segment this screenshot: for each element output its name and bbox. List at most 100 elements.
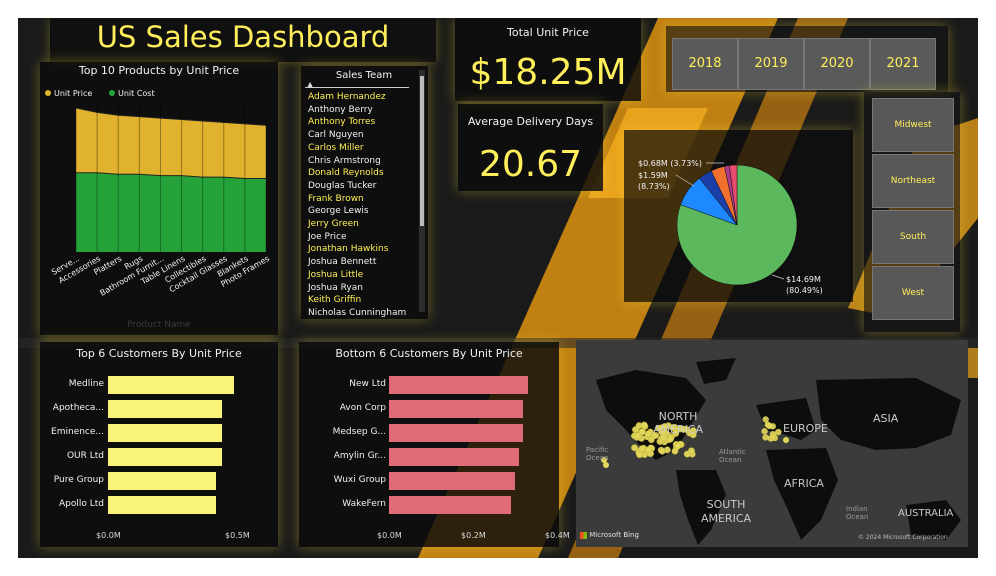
map-point xyxy=(631,444,638,452)
bing-text: Microsoft Bing xyxy=(589,531,639,539)
map-point xyxy=(644,430,652,438)
year-button-2018[interactable]: 2018 xyxy=(672,38,738,90)
bar-label: Medline xyxy=(68,379,104,389)
top-products-title: Top 10 Products by Unit Price xyxy=(78,64,240,77)
sales-team-member[interactable]: Chris Armstrong xyxy=(308,155,381,166)
area-unit-cost xyxy=(76,172,266,252)
total-unit-price-label: Total Unit Price xyxy=(507,26,589,39)
dashboard-title-box: US Sales Dashboard xyxy=(50,18,436,62)
sales-team-member[interactable]: Carlos Miller xyxy=(308,142,364,153)
bottom-customers-title: Bottom 6 Customers By Unit Price xyxy=(335,347,523,360)
bar[interactable] xyxy=(108,376,235,394)
bing-logo: Microsoft Bing xyxy=(580,531,639,539)
sales-team-member[interactable]: Anthony Torres xyxy=(308,117,376,128)
bar[interactable] xyxy=(108,424,222,442)
sales-team-member[interactable]: Joshua Bennett xyxy=(308,257,377,268)
sales-team-header: Sales Team xyxy=(335,70,393,81)
bar[interactable] xyxy=(389,400,524,418)
bar-label: New Ltd xyxy=(349,379,386,389)
label-europe: EUROPE xyxy=(783,422,828,435)
sales-team-member[interactable]: Anthony Berry xyxy=(308,104,373,115)
sales-team-slicer[interactable]: Sales Team ▲ xyxy=(301,66,428,319)
pie-label-small: $0.68M (3.73%) xyxy=(638,159,702,168)
year-button-2019[interactable]: 2019 xyxy=(738,38,804,90)
region-button-northeast[interactable]: Northeast xyxy=(872,154,954,208)
pie-label-mid-pct: (8.73%) xyxy=(638,182,670,191)
region-button-west[interactable]: West xyxy=(872,266,954,320)
sales-team-member[interactable]: Douglas Tucker xyxy=(308,180,377,191)
legend-label-1: Unit Cost xyxy=(118,89,155,98)
map-point xyxy=(688,447,695,455)
sales-team-member[interactable]: Joshua Little xyxy=(308,269,364,280)
map-points xyxy=(601,416,789,468)
line-1 xyxy=(76,172,266,180)
x-tick-label: $0.4M xyxy=(545,531,570,540)
sales-team-member[interactable]: Carl Nguyen xyxy=(308,130,364,141)
label-africa: AFRICA xyxy=(784,477,824,490)
bar[interactable] xyxy=(389,376,528,394)
bar-label: Eminence... xyxy=(51,427,104,437)
pie-label-mid: $1.59M xyxy=(638,171,668,180)
map-point xyxy=(644,446,652,454)
bar[interactable] xyxy=(389,448,520,466)
map-copyright: © 2024 Microsoft Corporation xyxy=(858,534,948,541)
label-indian: Indian Ocean xyxy=(846,505,869,521)
dashboard-title: US Sales Dashboard xyxy=(96,20,390,54)
bar[interactable] xyxy=(108,400,222,418)
pie-label-large: $14.69M xyxy=(786,275,821,284)
bar-label: Pure Group xyxy=(53,475,104,485)
x-tick-label: $0.2M xyxy=(461,531,486,540)
sales-team-member[interactable]: Donald Reynolds xyxy=(308,168,384,179)
bar-label: Medsep G... xyxy=(332,427,386,437)
bar-label: Apollo Ltd xyxy=(59,499,104,509)
map-point xyxy=(601,457,607,463)
map-point xyxy=(775,428,782,436)
sales-team-member[interactable]: Nicholas Cunningham xyxy=(308,307,407,318)
world-map[interactable]: NORTH AMERICA EUROPE ASIA AFRICA SOUTH A… xyxy=(576,340,968,547)
region-button-midwest[interactable]: Midwest xyxy=(872,98,954,152)
x-axis-title: Product Name xyxy=(127,320,191,330)
map-point xyxy=(783,437,789,443)
top-products-panel: Top 10 Products by Unit Price Unit Price… xyxy=(40,62,278,335)
pie-leader xyxy=(675,174,695,187)
bar[interactable] xyxy=(108,496,217,514)
bar[interactable] xyxy=(108,448,222,466)
map-point xyxy=(655,424,663,432)
sales-team-member[interactable]: Jonathan Hawkins xyxy=(308,244,389,255)
region-button-south[interactable]: South xyxy=(872,210,954,264)
map-point xyxy=(636,451,643,459)
sales-team-member[interactable]: Jerry Green xyxy=(308,219,359,229)
legend-dot-0 xyxy=(45,90,51,96)
map-point xyxy=(769,423,776,430)
map-point xyxy=(666,435,674,443)
pie-chart: $0.68M (3.73%) $1.59M (8.73%) $14.69M (80.49… xyxy=(638,159,823,295)
map-point xyxy=(679,425,687,433)
year-button-2020[interactable]: 2020 xyxy=(804,38,870,90)
sales-team-member[interactable]: Joe Price xyxy=(308,231,347,242)
slicer-scrollbar[interactable] xyxy=(419,70,425,312)
sales-team-member[interactable]: George Lewis xyxy=(308,206,369,217)
sales-team-member[interactable]: Frank Brown xyxy=(308,193,364,204)
year-button-2021[interactable]: 2021 xyxy=(870,38,936,90)
top-products-chart: Unit Price Unit CostServe...AccessoriesPl… xyxy=(45,89,271,330)
sales-team-member[interactable]: Keith Griffin xyxy=(308,295,362,306)
sort-arrow-icon[interactable]: ▲ xyxy=(307,80,314,89)
pie-leader xyxy=(771,274,785,280)
line-0 xyxy=(75,107,267,126)
bottom-customers-panel: Bottom 6 Customers By Unit Price New Ltd… xyxy=(299,342,570,547)
pie-slice xyxy=(729,164,738,226)
bar[interactable] xyxy=(389,424,524,442)
total-unit-price-card: Total Unit Price $18.25M xyxy=(455,18,641,101)
bar[interactable] xyxy=(389,472,515,490)
sales-team-member[interactable]: Joshua Ryan xyxy=(308,282,363,293)
map-point xyxy=(761,428,768,435)
bar[interactable] xyxy=(108,472,217,490)
map-point xyxy=(764,421,771,428)
map-point xyxy=(669,424,677,432)
scrollbar-thumb[interactable] xyxy=(420,76,424,226)
header-underline xyxy=(305,87,409,88)
sales-team-member[interactable]: Adam Hernandez xyxy=(308,92,386,102)
map-point xyxy=(638,445,646,453)
bar[interactable] xyxy=(389,496,511,514)
avg-delivery-value: 20.67 xyxy=(478,144,583,185)
